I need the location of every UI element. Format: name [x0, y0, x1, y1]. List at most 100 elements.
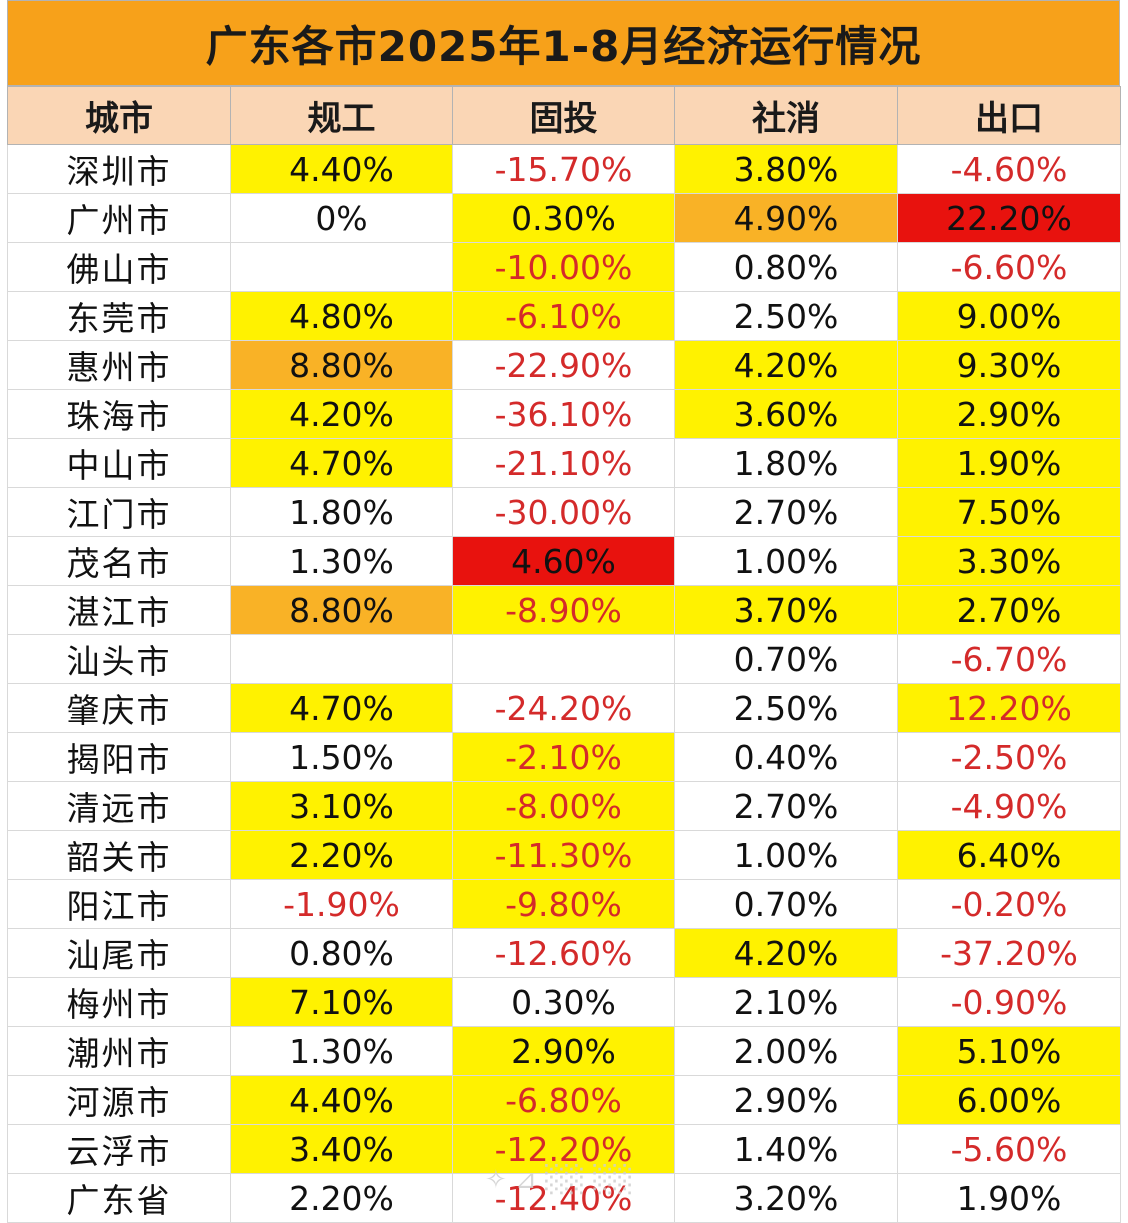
city-cell: 佛山市	[7, 242, 231, 292]
export-cell: 6.40%	[897, 830, 1121, 880]
city-cell: 江门市	[7, 487, 231, 537]
export-cell: 22.20%	[897, 193, 1121, 243]
city-cell: 云浮市	[7, 1124, 231, 1174]
export-cell: 3.30%	[897, 536, 1121, 586]
city-cell: 深圳市	[7, 144, 231, 194]
city-cell: 东莞市	[7, 291, 231, 341]
investment-cell: -22.90%	[452, 340, 675, 390]
city-cell: 汕尾市	[7, 928, 231, 978]
export-cell: -37.20%	[897, 928, 1121, 978]
investment-cell: -6.10%	[452, 291, 675, 341]
investment-cell: -36.10%	[452, 389, 675, 439]
investment-cell: -6.80%	[452, 1075, 675, 1125]
export-cell: 6.00%	[897, 1075, 1121, 1125]
table-row: 广东省 2.20% -12.40% 3.20% 1.90%	[7, 1173, 1121, 1223]
retail-cell: 1.00%	[674, 536, 898, 586]
table-row: 东莞市 4.80% -6.10% 2.50% 9.00%	[7, 291, 1121, 341]
retail-cell: 2.70%	[674, 781, 898, 831]
retail-cell: 3.70%	[674, 585, 898, 635]
investment-cell: 2.90%	[452, 1026, 675, 1076]
retail-cell: 2.10%	[674, 977, 898, 1027]
retail-cell: 1.40%	[674, 1124, 898, 1174]
industrial-cell: 1.30%	[230, 1026, 453, 1076]
table-row: 惠州市 8.80% -22.90% 4.20% 9.30%	[7, 340, 1121, 390]
retail-cell: 3.20%	[674, 1173, 898, 1223]
table-row: 深圳市 4.40% -15.70% 3.80% -4.60%	[7, 144, 1121, 194]
export-cell: 2.90%	[897, 389, 1121, 439]
city-cell: 阳江市	[7, 879, 231, 929]
retail-cell: 2.00%	[674, 1026, 898, 1076]
export-cell: 1.90%	[897, 438, 1121, 488]
investment-cell: -12.40%	[452, 1173, 675, 1223]
retail-cell: 4.20%	[674, 340, 898, 390]
header-city: 城市	[7, 86, 231, 145]
header-export: 出口	[897, 86, 1121, 145]
city-cell: 揭阳市	[7, 732, 231, 782]
investment-cell: -24.20%	[452, 683, 675, 733]
retail-cell: 0.70%	[674, 634, 898, 684]
export-cell: -2.50%	[897, 732, 1121, 782]
table-row: 佛山市 -10.00% 0.80% -6.60%	[7, 242, 1121, 292]
table-row: 潮州市 1.30% 2.90% 2.00% 5.10%	[7, 1026, 1121, 1076]
export-cell: -6.70%	[897, 634, 1121, 684]
retail-cell: 0.80%	[674, 242, 898, 292]
table-row: 茂名市 1.30% 4.60% 1.00% 3.30%	[7, 536, 1121, 586]
header-row: 城市 规工 固投 社消 出口	[7, 86, 1121, 145]
industrial-cell	[230, 634, 453, 684]
header-industrial: 规工	[230, 86, 453, 145]
city-cell: 潮州市	[7, 1026, 231, 1076]
retail-cell: 2.50%	[674, 683, 898, 733]
page-title: 广东各市2025年1-8月经济运行情况	[7, 0, 1120, 86]
export-cell: -6.60%	[897, 242, 1121, 292]
industrial-cell: 4.20%	[230, 389, 453, 439]
table-row: 广州市 0% 0.30% 4.90% 22.20%	[7, 193, 1121, 243]
export-cell: 9.30%	[897, 340, 1121, 390]
table-row: 清远市 3.10% -8.00% 2.70% -4.90%	[7, 781, 1121, 831]
retail-cell: 1.00%	[674, 830, 898, 880]
table-row: 河源市 4.40% -6.80% 2.90% 6.00%	[7, 1075, 1121, 1125]
city-cell: 广州市	[7, 193, 231, 243]
economic-table: 城市 规工 固投 社消 出口 深圳市 4.40% -15.70% 3.80% -4.60…	[7, 86, 1121, 1223]
investment-cell: -10.00%	[452, 242, 675, 292]
retail-cell: 2.70%	[674, 487, 898, 537]
industrial-cell: 1.30%	[230, 536, 453, 586]
industrial-cell: 8.80%	[230, 585, 453, 635]
industrial-cell: 1.80%	[230, 487, 453, 537]
table-row: 阳江市 -1.90% -9.80% 0.70% -0.20%	[7, 879, 1121, 929]
export-cell: -5.60%	[897, 1124, 1121, 1174]
table-row: 云浮市 3.40% -12.20% 1.40% -5.60%	[7, 1124, 1121, 1174]
retail-cell: 1.80%	[674, 438, 898, 488]
city-cell: 茂名市	[7, 536, 231, 586]
table-row: 汕头市 0.70% -6.70%	[7, 634, 1121, 684]
table-row: 江门市 1.80% -30.00% 2.70% 7.50%	[7, 487, 1121, 537]
export-cell: -4.90%	[897, 781, 1121, 831]
export-cell: -4.60%	[897, 144, 1121, 194]
industrial-cell: 4.70%	[230, 683, 453, 733]
table-row: 中山市 4.70% -21.10% 1.80% 1.90%	[7, 438, 1121, 488]
industrial-cell: 7.10%	[230, 977, 453, 1027]
industrial-cell: 4.40%	[230, 1075, 453, 1125]
investment-cell: 0.30%	[452, 193, 675, 243]
industrial-cell: 4.70%	[230, 438, 453, 488]
header-investment: 固投	[452, 86, 675, 145]
investment-cell: -12.60%	[452, 928, 675, 978]
export-cell: 9.00%	[897, 291, 1121, 341]
city-cell: 珠海市	[7, 389, 231, 439]
export-cell: 1.90%	[897, 1173, 1121, 1223]
retail-cell: 0.40%	[674, 732, 898, 782]
table-row: 湛江市 8.80% -8.90% 3.70% 2.70%	[7, 585, 1121, 635]
industrial-cell: 0.80%	[230, 928, 453, 978]
export-cell: 12.20%	[897, 683, 1121, 733]
table-row: 珠海市 4.20% -36.10% 3.60% 2.90%	[7, 389, 1121, 439]
retail-cell: 0.70%	[674, 879, 898, 929]
retail-cell: 2.90%	[674, 1075, 898, 1125]
investment-cell: -9.80%	[452, 879, 675, 929]
retail-cell: 4.20%	[674, 928, 898, 978]
export-cell: -0.20%	[897, 879, 1121, 929]
investment-cell: -2.10%	[452, 732, 675, 782]
city-cell: 汕头市	[7, 634, 231, 684]
city-cell: 中山市	[7, 438, 231, 488]
industrial-cell: 0%	[230, 193, 453, 243]
city-cell: 清远市	[7, 781, 231, 831]
table-row: 揭阳市 1.50% -2.10% 0.40% -2.50%	[7, 732, 1121, 782]
